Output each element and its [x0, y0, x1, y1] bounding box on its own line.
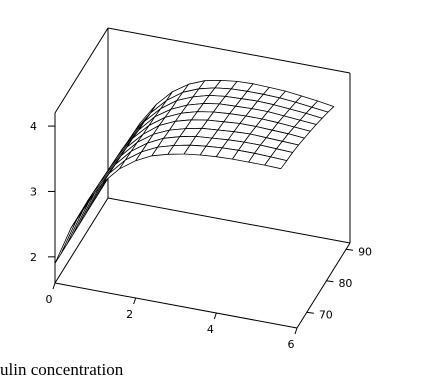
z-tick-label-0: 2	[30, 251, 37, 264]
x-tick-mark-0	[52, 282, 56, 290]
x-tick-label-0: 0	[46, 293, 53, 306]
y-tick-mark-1	[326, 280, 334, 283]
surface-cell-0-2	[86, 172, 110, 202]
tick-labels: 0 2 4 6 70 80 90 2 3 4	[30, 120, 372, 351]
surface-cell-0-13	[264, 156, 288, 170]
x-tick-label-3: 6	[288, 338, 295, 351]
z-tick-label-2: 4	[30, 120, 37, 133]
y-tick-label-0: 70	[319, 308, 333, 321]
x-tick-mark-1	[133, 297, 137, 305]
back-top-edge	[107, 27, 351, 74]
axes-layer	[48, 27, 354, 335]
y-tick-label-2: 90	[358, 245, 372, 258]
y-tick-label-1: 80	[338, 277, 352, 290]
surface-mesh	[54, 80, 335, 264]
floor-left-edge	[54, 197, 109, 284]
x-tick-mark-3	[294, 327, 298, 335]
x-tick-mark-2	[213, 312, 217, 320]
x-tick-label-2: 4	[207, 323, 214, 336]
y-axis-line	[296, 242, 351, 329]
left-top-edge	[54, 27, 109, 114]
z-tick-label-1: 3	[30, 185, 37, 198]
x-tick-label-1: 2	[126, 308, 133, 321]
y-tick-mark-0	[306, 311, 314, 314]
x-axis-line	[54, 282, 298, 329]
floor-back-edge	[107, 197, 351, 244]
y-tick-mark-2	[346, 248, 354, 251]
surface-cell-0-0	[54, 218, 78, 264]
chart-caption: ulin concentration	[0, 360, 124, 379]
